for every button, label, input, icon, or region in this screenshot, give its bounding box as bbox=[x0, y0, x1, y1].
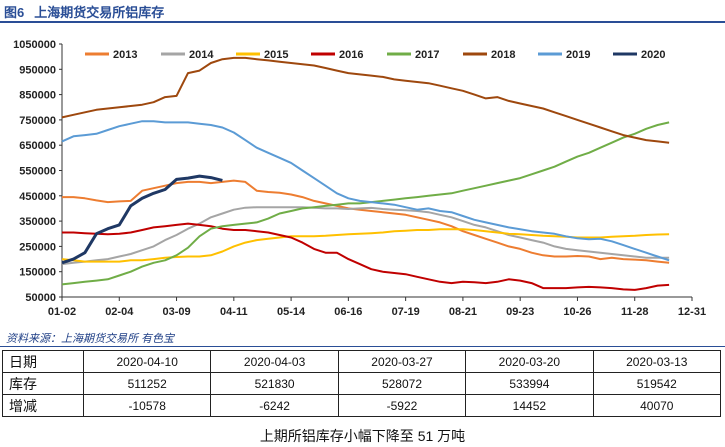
inventory-line-chart: 50000 150000 250000 350000 450000 550000 65000… bbox=[13, 39, 706, 318]
legend-label-2017: 2017 bbox=[415, 49, 439, 61]
x-tick-label: 12-31 bbox=[678, 306, 706, 318]
x-tick-label: 10-26 bbox=[563, 306, 591, 318]
x-tick-label: 08-21 bbox=[449, 306, 477, 318]
source-rule bbox=[0, 346, 725, 347]
x-tick-label: 09-23 bbox=[506, 306, 534, 318]
legend-label-2015: 2015 bbox=[264, 49, 288, 61]
table-header-cell: 日期 bbox=[2, 350, 84, 373]
x-tick-label: 06-16 bbox=[334, 306, 362, 318]
x-tick-label: 02-04 bbox=[105, 306, 134, 318]
series-line-2018 bbox=[61, 56, 670, 144]
y-tick-label: 1050000 bbox=[13, 39, 56, 51]
chart-axes: 50000 150000 250000 350000 450000 550000 65000… bbox=[13, 39, 706, 318]
table-cell: 14452 bbox=[465, 394, 594, 417]
table-cell: 528072 bbox=[337, 372, 467, 395]
y-tick-label: 50000 bbox=[25, 292, 56, 304]
y-tick-label: 350000 bbox=[19, 216, 56, 228]
legend-label-2013: 2013 bbox=[113, 49, 137, 61]
figure-title: 图6 上海期货交易所铝库存 bbox=[4, 2, 164, 21]
table-header-cell: 2020-03-27 bbox=[337, 350, 467, 373]
table-cell: 库存 bbox=[2, 372, 84, 395]
figure-number: 图6 bbox=[4, 5, 25, 20]
chart-legend: 2013 2014 2015 2016 2017 2018 2019 2020 bbox=[85, 49, 665, 61]
table-cell: 511252 bbox=[82, 372, 212, 395]
legend-label-2016: 2016 bbox=[339, 49, 363, 61]
inventory-table: 日期 2020-04-10 2020-04-03 2020-03-27 2020… bbox=[2, 350, 722, 417]
x-tick-label: 04-11 bbox=[220, 306, 248, 318]
x-tick-label: 01-02 bbox=[48, 306, 76, 318]
chart-caption: 上期所铝库存小幅下降至 51 万吨 bbox=[259, 428, 466, 444]
x-tick-label: 11-28 bbox=[621, 306, 649, 318]
legend-label-2018: 2018 bbox=[491, 49, 515, 61]
table-header-cell: 2020-03-20 bbox=[465, 350, 594, 373]
series-line-2017 bbox=[61, 121, 670, 286]
table-cell: -10578 bbox=[82, 394, 212, 417]
x-tick-label: 05-14 bbox=[277, 306, 306, 318]
table-row: 增减 -10578 -6242 -5922 14452 40070 bbox=[2, 394, 722, 417]
y-tick-label: 950000 bbox=[19, 64, 56, 76]
table-cell: 增减 bbox=[2, 394, 84, 417]
chart-lines bbox=[61, 56, 670, 291]
y-tick-label: 650000 bbox=[19, 140, 56, 152]
y-tick-label: 550000 bbox=[19, 166, 56, 178]
y-tick-label: 750000 bbox=[19, 115, 56, 127]
y-tick-label: 150000 bbox=[19, 267, 56, 279]
legend-label-2014: 2014 bbox=[189, 49, 214, 61]
y-tick-label: 850000 bbox=[19, 90, 56, 102]
x-tick-label: 07-19 bbox=[392, 306, 420, 318]
table-cell: -5922 bbox=[337, 394, 467, 417]
series-line-2016 bbox=[62, 222, 670, 291]
legend-label-2020: 2020 bbox=[641, 49, 665, 61]
y-tick-label: 250000 bbox=[19, 241, 56, 253]
table-header-cell: 2020-04-10 bbox=[82, 350, 212, 373]
table-cell: 521830 bbox=[210, 372, 339, 395]
x-tick-label: 03-09 bbox=[162, 306, 190, 318]
table-header-row: 日期 2020-04-10 2020-04-03 2020-03-27 2020… bbox=[2, 350, 722, 373]
table-cell: 533994 bbox=[465, 372, 594, 395]
title-rule bbox=[0, 21, 725, 23]
table-cell: 40070 bbox=[592, 394, 722, 417]
table-header-cell: 2020-03-13 bbox=[592, 350, 722, 373]
table-row: 库存 511252 521830 528072 533994 519542 bbox=[2, 372, 722, 395]
series-line-2013 bbox=[62, 179, 670, 264]
table-cell: 519542 bbox=[592, 372, 722, 395]
source-note: 资料来源：上海期货交易所 有色宝 bbox=[6, 333, 175, 345]
table-cell: -6242 bbox=[210, 394, 339, 417]
legend-label-2019: 2019 bbox=[566, 49, 590, 61]
series-line-2014 bbox=[61, 206, 670, 266]
y-tick-label: 450000 bbox=[19, 191, 56, 203]
series-line-2019 bbox=[61, 120, 670, 262]
table-header-cell: 2020-04-03 bbox=[210, 350, 339, 373]
figure-title-text: 上海期货交易所铝库存 bbox=[34, 5, 165, 20]
series-line-2020 bbox=[61, 174, 223, 265]
